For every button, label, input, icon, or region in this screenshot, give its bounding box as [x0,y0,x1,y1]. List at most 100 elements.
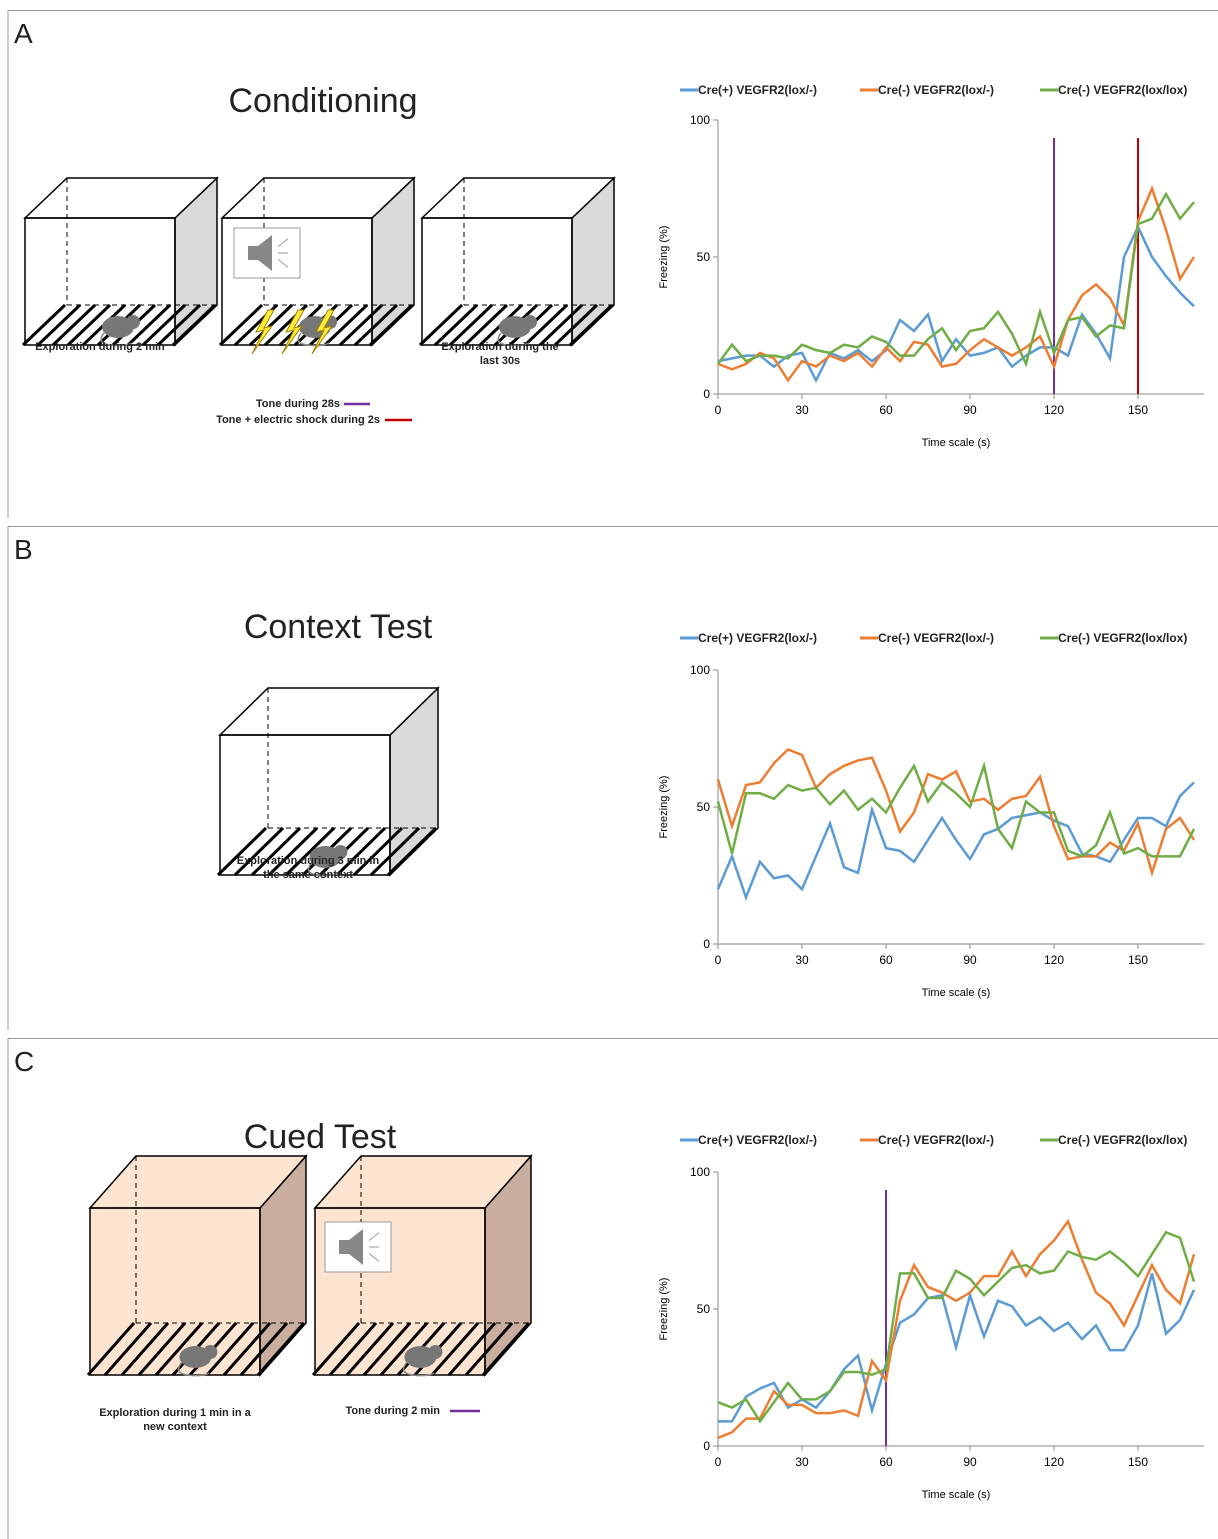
cage-outline [219,734,391,876]
mouse-body [499,316,531,338]
cage-outline [24,217,176,346]
shock-bolt [251,309,275,355]
diagram-title: Cued Test [243,1118,397,1156]
legend-label: Cre(+) VEGFR2(lox/-) [698,83,817,97]
x-tick-label: 90 [963,1455,977,1469]
floor-bar [171,303,217,347]
mouse-body [179,1346,212,1368]
floor-bar [352,826,404,877]
x-tick-label: 0 [715,1455,722,1469]
floor-bar [369,826,421,877]
diagram-title: Context Test [243,608,433,646]
cage [311,1154,533,1377]
y-tick-label: 0 [703,937,710,951]
floor-bar [284,826,336,877]
floor-bar [141,303,187,347]
floor-bar [386,826,438,877]
x-tick-label: 60 [879,1455,893,1469]
floor-bar [156,303,202,347]
cage [21,176,219,347]
floor-bar [538,303,584,347]
floor-bar [66,303,112,347]
floor-bar [256,1322,306,1376]
y-tick-label: 0 [703,1439,710,1453]
floor-bar [216,826,268,877]
x-tick-label: 150 [1128,953,1148,967]
legend-label: Cre(-) VEGFR2(lox/lox) [1058,83,1187,97]
y-tick-label: 50 [697,800,711,814]
cage-outline [421,217,573,346]
legend-label: Cre(-) VEGFR2(lox/-) [878,83,994,97]
floor-bar [463,303,509,347]
floor-bar [239,1322,289,1376]
floor-bar [353,303,399,347]
floor-bar [154,1322,204,1376]
floor-bar [51,303,97,347]
floor-bar [433,303,479,347]
floor-bar [328,1322,378,1376]
speaker-box [324,1221,392,1273]
floor-bar [379,1322,429,1376]
panel-label: A [14,18,33,49]
floor-bar [338,303,384,347]
panel-canvas: 0 50 100 0 30 60 90 120 150 Time scale (s) Freezin… [7,10,1218,518]
mouse-body [404,1346,437,1368]
x-tick-label: 30 [795,953,809,967]
cage-front [25,218,175,345]
floor-bar [345,1322,395,1376]
mouse-head [203,1345,218,1359]
sound-wave [277,238,289,247]
floor-bar [120,1322,170,1376]
panel-label: C [14,1046,35,1077]
legend-label: Cre(-) VEGFR2(lox/-) [878,1133,994,1147]
legend-label: Cre(-) VEGFR2(lox/lox) [1058,1133,1187,1147]
floor-bar [103,1322,153,1376]
y-axis-label: Freezing (%) [658,776,670,839]
y-tick-label: 0 [703,387,710,401]
y-axis-label: Freezing (%) [658,226,670,289]
panel-canvas: 0 50 100 0 30 60 90 120 150 Time scale (s) Freezin… [7,526,1218,1030]
panel: 0 50 100 0 30 60 90 120 150 Time scale (s) Freezin… [0,526,1218,1030]
cage-outline [221,217,373,346]
diagram-caption: Tone during 28s [255,398,340,410]
floor-bar [36,303,82,347]
x-tick-label: 30 [795,1455,809,1469]
legend-label: Cre(+) VEGFR2(lox/-) [698,631,817,645]
floor-bar [448,303,494,347]
x-tick-label: 60 [879,953,893,967]
series-line [717,1218,1196,1439]
cage [216,686,440,877]
diagram-caption: Tone + electric shock during 2s [216,414,380,426]
cage-front [90,1208,260,1375]
floor-bar [248,303,294,347]
series-line [716,781,1195,902]
x-tick-label: 150 [1128,1455,1148,1469]
floor-bar [368,303,414,347]
mouse-body [102,316,134,338]
floor-bar [222,1322,272,1376]
series-line [716,191,1195,368]
x-tick-label: 90 [963,403,977,417]
mouse-head [126,315,140,329]
floor-bar [86,1322,136,1376]
mouse-head [523,315,537,329]
diagram-caption: Exploration during 3 min in the same con… [236,855,380,881]
x-axis-label: Time scale (s) [922,987,991,999]
series-line [717,1230,1196,1424]
mouse-tail [100,332,133,347]
y-tick-label: 100 [690,1165,710,1179]
floor-bar [481,1322,531,1376]
floor-bar [362,1322,412,1376]
mouse-head [428,1345,443,1359]
diagram-caption: Exploration during 2 min [35,341,165,353]
panel-canvas: 0 50 100 0 30 60 90 120 150 Time scale (s) Freezin… [7,1038,1218,1539]
x-tick-label: 90 [963,953,977,967]
cage [86,1154,308,1377]
cage [218,176,416,347]
floor-bar [205,1322,255,1376]
floor-bar [311,1322,361,1376]
shock-bolt [281,309,305,355]
mouse-tail [307,862,340,877]
series-line [717,223,1195,384]
